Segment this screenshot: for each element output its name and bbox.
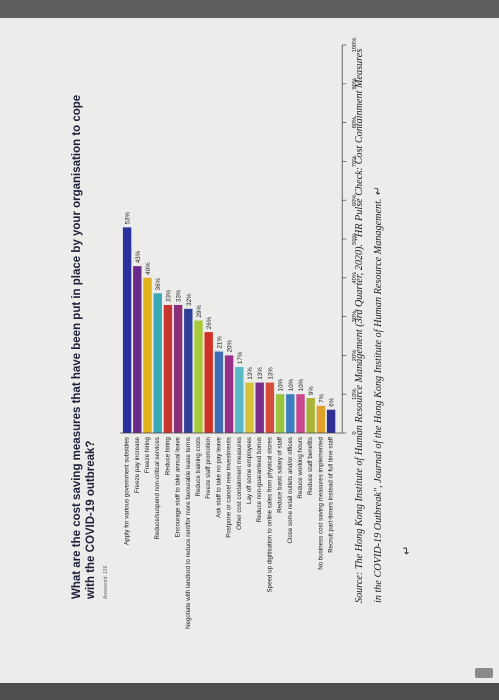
value-label: 13% xyxy=(267,367,274,380)
value-label: 10% xyxy=(278,378,285,391)
document-page xyxy=(0,18,499,683)
paragraph-return-mark: ↵ xyxy=(400,545,413,555)
bars xyxy=(122,227,336,433)
background-surface xyxy=(0,683,499,700)
category-label: Reduce hiring xyxy=(164,436,171,475)
bar xyxy=(245,382,254,433)
bar xyxy=(306,398,315,433)
value-label: 21% xyxy=(216,336,223,349)
category-label: Reduce non-guaranteed bonus xyxy=(256,437,263,522)
x-tick-label: 10% xyxy=(352,388,358,400)
x-axis: 0 10% 20% 30% 40% 50% 60% 70% 80% 90% 100% xyxy=(120,38,358,435)
category-label: Encourage staff to take annual leave xyxy=(175,436,182,537)
value-label: 20% xyxy=(227,340,234,353)
value-label: 36% xyxy=(155,277,162,290)
value-label: 33% xyxy=(165,289,172,302)
category-label: Reduce basic salary of staff xyxy=(277,437,284,513)
category-label: Reduce/suspend non-critical services xyxy=(154,437,161,540)
x-tick-label: 90% xyxy=(352,78,358,90)
chart-title-line: What are the cost saving measures that h… xyxy=(71,95,83,599)
category-label: Reduce staff benefits xyxy=(307,437,314,495)
bar xyxy=(194,320,203,433)
category-label: Reduce working hours xyxy=(297,437,304,499)
watermark-stamp xyxy=(475,668,493,678)
category-label: Close some retail outlets and/or offices xyxy=(287,437,294,544)
bar xyxy=(286,394,295,433)
category-label: Other cost containment measures xyxy=(236,437,243,530)
value-label: 9% xyxy=(308,386,315,395)
x-tick-label: 70% xyxy=(352,156,358,168)
value-label: 32% xyxy=(186,293,193,306)
category-label: No business cost saving measures impleme… xyxy=(317,436,324,569)
x-tick-label: 20% xyxy=(352,350,358,362)
x-tick-label: 100% xyxy=(352,38,358,53)
category-label: Ask staff to take no pay leave xyxy=(215,436,222,517)
x-tick-label: 0 xyxy=(352,431,358,434)
category-label: Recruit part-timers instead of full time… xyxy=(328,437,335,553)
category-label: Freeze pay increase xyxy=(134,436,141,493)
chart-title-line: with the COVID-19 outbreak? xyxy=(85,441,97,600)
value-label: 13% xyxy=(257,367,264,380)
bar xyxy=(296,394,305,433)
value-label: 10% xyxy=(288,378,295,391)
bar xyxy=(265,382,275,433)
value-label: 53% xyxy=(125,211,132,224)
x-tick-label: 30% xyxy=(352,311,358,323)
bar xyxy=(133,266,142,433)
category-label: Postpone or cancel new investments xyxy=(226,437,233,538)
value-label: 17% xyxy=(237,351,244,364)
value-label: 29% xyxy=(196,305,203,318)
bar xyxy=(184,308,193,433)
bar xyxy=(153,293,162,433)
category-label: Freeze hiring xyxy=(144,436,151,473)
chart-subtitle: Answered: 126 xyxy=(103,565,109,599)
value-label: 40% xyxy=(145,262,152,275)
value-label: 10% xyxy=(298,378,305,391)
bar xyxy=(275,394,285,433)
bar xyxy=(255,382,264,433)
x-tick-label: 50% xyxy=(352,233,358,245)
bar xyxy=(163,304,173,433)
rotated-page-content: What are the cost saving measures that h… xyxy=(0,25,499,685)
bar xyxy=(173,304,183,433)
x-tick-label: 80% xyxy=(352,117,358,129)
bar xyxy=(235,367,244,433)
bar xyxy=(122,227,132,433)
bar xyxy=(143,277,152,433)
category-label: Lay off some employees xyxy=(246,437,253,504)
bar xyxy=(316,405,326,433)
bar-chart: What are the cost saving measures that h… xyxy=(71,38,358,629)
value-label: 13% xyxy=(247,367,254,380)
category-label: Speed up digitisation to online sales fr… xyxy=(266,437,273,592)
bar xyxy=(224,355,234,433)
x-tick-label: 40% xyxy=(352,272,358,284)
value-label: 33% xyxy=(176,289,183,302)
value-label: 43% xyxy=(135,250,142,263)
bar xyxy=(326,409,336,433)
category-label: Freeze staff promotion xyxy=(205,436,212,498)
x-tick-label: 60% xyxy=(352,194,358,206)
value-label: 6% xyxy=(329,397,336,406)
category-labels: Apply for various government subsidies Fr… xyxy=(124,436,335,628)
category-label: Reduce training costs xyxy=(195,437,202,497)
source-citation: Source: The Hong Kong Institute of Human… xyxy=(354,48,384,603)
value-label: 26% xyxy=(206,316,213,329)
bar xyxy=(204,332,213,433)
chart-title-group: What are the cost saving measures that h… xyxy=(71,95,97,600)
value-labels: 53%43%40%36%33% 33% 32%29%26%21% 20%17%13% 1… xyxy=(125,211,336,406)
value-label: 7% xyxy=(318,393,325,402)
category-label: Apply for various government subsidies xyxy=(124,437,131,545)
category-label: Negotiate with landlord to reduce rent/f… xyxy=(185,437,192,629)
bar xyxy=(214,351,224,433)
